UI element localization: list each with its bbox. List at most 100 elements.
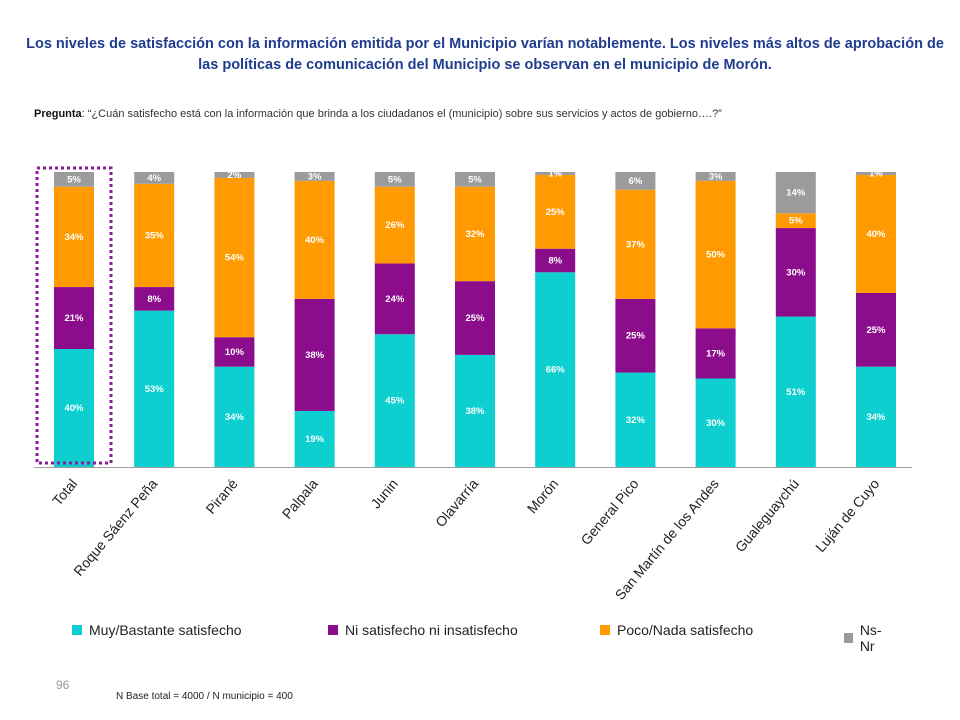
bar-segment [374,172,415,187]
data-label: 17% [706,348,726,359]
data-label: 34% [225,412,245,423]
data-label: 4% [147,173,161,184]
legend-item: Poco/Nada satisfecho [600,622,753,638]
data-label: 66% [546,365,566,376]
data-label: 37% [626,239,646,250]
data-label: 25% [866,325,886,336]
x-tick-label: Olavarría [432,475,481,530]
bar-segment [455,281,495,355]
data-label: 38% [465,406,485,417]
legend-item: Ns-Nr [844,622,892,654]
bar-segment [294,298,335,411]
bar-segment [214,337,255,367]
data-label: 3% [308,171,322,182]
bar-segment [54,287,94,349]
x-tick-label: Roque Sáenz Peña [70,475,160,578]
chart-legend: Muy/Bastante satisfecho Ni satisfecho ni … [72,622,892,654]
bar-segment [535,172,576,175]
bar-segment [455,186,495,282]
legend-label: Ni satisfecho ni insatisfecho [345,622,518,638]
data-label: 8% [548,256,562,267]
data-label: 38% [305,350,325,361]
bar-segment [615,172,656,190]
data-label: 40% [866,229,886,240]
data-label: 1% [548,168,562,179]
bar-segment [455,354,495,467]
stacked-bar-chart: 40% 21% 34% 5% Total 53% 8% 35% 4% Roque Sáenz Pe… [34,166,912,603]
legend-item: Ni satisfecho ni insatisfecho [328,622,518,638]
page-number: 96 [56,678,70,692]
data-label: 25% [546,207,566,218]
bar-segment [54,349,94,467]
x-tick-label: Gualeguaychú [732,476,802,555]
legend-swatch [600,625,610,635]
legend-item: Muy/Bastante satisfecho [72,622,242,638]
highlight-box [35,166,113,465]
data-label: 5% [789,216,803,227]
data-label: 19% [305,434,325,445]
data-label: 5% [468,174,482,185]
data-label: 10% [225,347,245,358]
bar-segment [54,186,94,288]
bar-segment [214,172,255,178]
bar-segment [134,287,175,311]
data-label: 14% [786,188,806,199]
x-tick-label: Luján de Cuyo [812,475,882,555]
bar-segment [775,316,816,467]
data-label: 50% [706,250,726,261]
bar-segment [214,366,255,467]
legend-label: Ns-Nr [859,622,882,654]
bar-segment [695,180,736,329]
bar-segment [535,272,576,467]
legend-swatch [844,633,853,643]
data-label: 51% [786,387,806,398]
x-tick-label: Palpala [279,475,321,521]
bar-segment [856,292,896,367]
legend-label: Poco/Nada satisfecho [617,622,754,638]
bar-segment [134,310,175,467]
question-label: Pregunta [34,108,82,120]
bar-segment [374,334,415,467]
data-label: 1% [869,168,883,179]
bar-segment [856,174,896,293]
data-label: 5% [67,174,81,185]
data-label: 5% [388,174,402,185]
bar-segment [134,183,175,288]
bar-segment [775,213,816,229]
slide-title: Los niveles de satisfacción con la infor… [26,36,944,73]
bar-segment [54,172,94,187]
data-label: 3% [709,171,723,182]
bar-segment [856,172,896,175]
bar-segment [374,186,415,264]
bar-segment [374,263,415,335]
x-tick-label: Morón [524,476,562,517]
data-label: 30% [786,267,806,278]
data-label: 32% [465,229,485,240]
bar-segment [294,410,335,467]
x-tick-label: Pirané [202,475,240,516]
question-body: : “¿Cuán satisfecho está con la informac… [81,108,722,120]
bar-segment [615,372,656,467]
bar-segment [695,172,736,181]
legend-swatch [72,625,82,635]
bar-segment [134,172,175,184]
data-label: 53% [145,384,165,395]
bar-segment [775,228,816,317]
bar-segment [535,248,576,273]
data-label: 32% [626,415,646,426]
bar-segment [615,189,656,299]
x-tick-label: Junin [367,476,401,512]
bar-segment [294,172,335,181]
bar-segment [695,328,736,379]
data-label: 25% [465,313,485,324]
data-label: 25% [626,331,646,342]
base-note: N Base total = 4000 / N municipio = 400 [116,691,293,702]
x-tick-label: Total [49,476,80,509]
bar-segment [535,174,576,249]
data-label: 45% [385,396,405,407]
data-label: 40% [64,403,84,414]
legend-swatch [328,625,338,635]
legend-label: Muy/Bastante satisfecho [89,622,242,638]
data-label: 34% [64,232,84,243]
data-label: 34% [866,412,886,423]
